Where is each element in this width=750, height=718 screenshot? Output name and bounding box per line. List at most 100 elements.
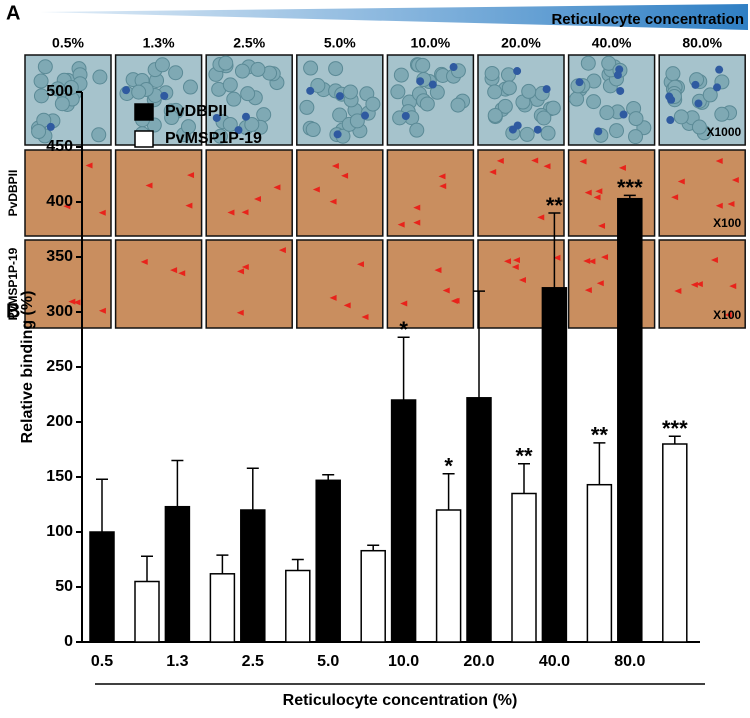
cell [33,73,49,89]
cell [218,55,234,71]
cell [305,122,321,138]
arrow [579,158,587,165]
arrow [731,177,739,184]
arrow [361,313,369,320]
arrow [584,287,592,294]
cell [665,66,681,82]
cell [33,88,49,104]
magnification: X100 [713,216,741,230]
cell [628,129,644,145]
reticulocyte [401,111,410,120]
micrograph [114,149,203,237]
arrow [397,221,405,228]
arrow [241,263,249,270]
bar [209,573,236,643]
y-tick-label: 150 [46,468,73,485]
arrow [695,281,703,288]
legend-swatch [134,130,154,148]
row-label: PvDBPII [6,170,20,217]
legend-swatch [134,103,154,121]
error-bar [291,558,304,571]
arrow [329,198,337,205]
cell [487,84,503,100]
micrograph [24,239,112,329]
arrow [185,202,193,209]
reticulocyte [666,116,675,125]
arrow [434,267,442,274]
arrow [690,281,698,288]
reticulocyte [241,112,250,121]
cell [332,107,348,123]
arrow [511,264,519,271]
cell [310,77,326,93]
cell [92,69,108,85]
cell [303,60,319,76]
panel-label: A [6,2,20,24]
y-tick-label: 350 [46,248,73,265]
significance: ** [591,423,609,448]
arrow [439,183,447,190]
x-tick-label: 20.0 [463,653,494,670]
bar [466,397,492,643]
error-bar [96,478,108,532]
error-bar [442,472,455,510]
reticulocyte [694,99,703,108]
error-bar [367,544,380,551]
significance: * [444,454,453,479]
arrow [593,194,601,201]
cell [50,81,66,97]
arrow [595,188,603,195]
arrow [496,157,504,164]
y-axis-title: Relative binding (%) [19,291,36,444]
bar [511,492,537,643]
reticulocyte [122,86,131,95]
cell [222,116,238,132]
arrow [254,195,262,202]
arrow [583,257,591,264]
reticulocyte [594,127,603,136]
cell [545,100,561,116]
y-tick-label: 100 [46,523,73,540]
cell [390,84,406,100]
reticulocyte [691,80,700,89]
micrograph [205,239,293,329]
x-tick-label: 80.0 [614,653,645,670]
cell [250,61,266,77]
bar [662,443,688,643]
arrow [341,172,349,179]
cell [37,59,53,75]
arrow [715,157,723,164]
error-bar [397,336,410,400]
y-tick-label: 0 [64,633,73,650]
arrow [343,302,351,309]
arrow [68,298,76,305]
cell [131,84,147,100]
significance: *** [617,175,643,200]
arrow [727,200,735,207]
bar [89,531,115,643]
reticulocyte [335,92,344,101]
reticulocyte [416,77,425,86]
cell [342,84,358,100]
bar [315,479,341,643]
bar [390,399,417,643]
error-bar [322,474,335,481]
cell [540,125,556,141]
cell [536,110,552,126]
cell [519,126,535,142]
arrow [273,184,281,191]
cell [240,86,256,102]
error-bar [623,194,636,199]
legend-label: PvDBPII [165,103,227,120]
arrow [413,219,421,226]
x-tick-label: 10.0 [388,653,419,670]
y-tick-label: 500 [46,83,73,100]
y-tick-label: 50 [55,578,73,595]
arrow [598,222,606,229]
cell [222,77,238,93]
reticulocyte [428,80,437,89]
x-axis-title: Reticulocyte concentration (%) [283,692,518,709]
arrow [724,311,732,318]
reticulocyte [575,78,584,87]
micrograph [386,239,475,329]
